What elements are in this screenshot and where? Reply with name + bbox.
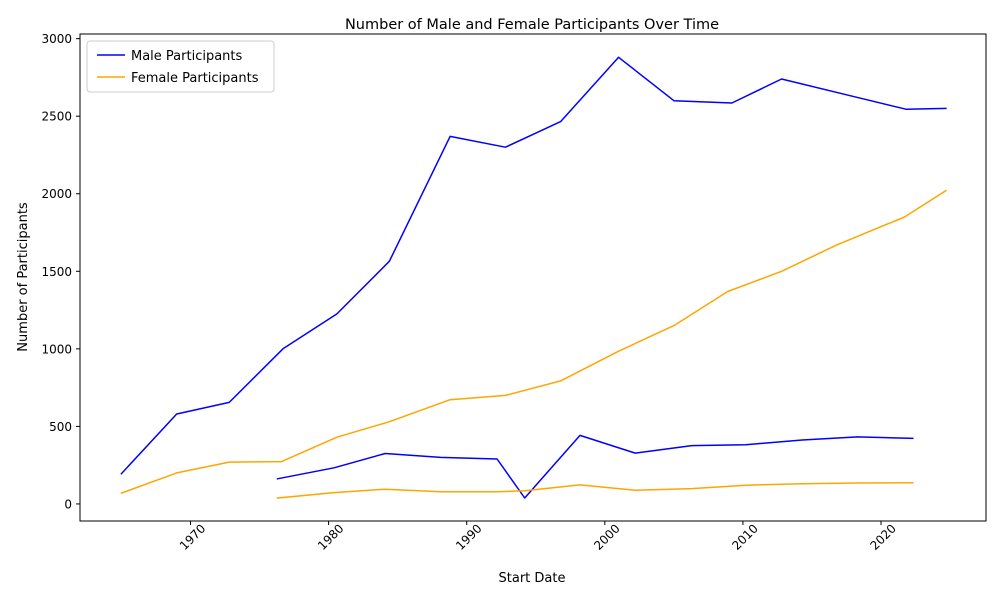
x-axis: 1970 1980 1990 2000 2010 2020	[177, 521, 899, 553]
y-tick-label: 1500	[41, 265, 72, 279]
series-layer	[120, 56, 947, 499]
y-tick-label: 2500	[41, 110, 72, 124]
legend-label-male: Male Participants	[131, 49, 243, 64]
plot-area	[79, 33, 987, 522]
x-tick-label: 2010	[729, 521, 760, 552]
series-line-2	[276, 434, 914, 499]
y-tick-label: 500	[49, 420, 72, 434]
y-axis-label: Number of Participants	[16, 202, 31, 352]
x-tick-label: 1990	[453, 521, 484, 552]
chart-title: Number of Male and Female Participants O…	[345, 17, 719, 33]
x-tick-label: 1970	[177, 521, 208, 552]
y-tick-label: 1000	[41, 342, 72, 356]
x-tick-label: 2000	[591, 521, 622, 552]
y-axis: 0 500 1000 1500 2000 2500 3000	[41, 32, 80, 511]
x-tick-label: 2020	[867, 521, 898, 552]
series-line-3	[276, 481, 914, 499]
y-tick-label: 0	[64, 497, 72, 511]
plot-frame	[79, 33, 987, 522]
legend-box	[86, 40, 275, 93]
series-line-0	[120, 56, 947, 475]
legend-label-female: Female Participants	[131, 71, 259, 86]
x-axis-label: Start Date	[499, 571, 566, 586]
legend: Male Participants Female Participants	[86, 40, 275, 93]
y-tick-label: 3000	[41, 32, 72, 46]
x-tick-label: 1980	[315, 521, 346, 552]
y-tick-label: 2000	[41, 187, 72, 201]
series-line-1	[120, 189, 947, 495]
